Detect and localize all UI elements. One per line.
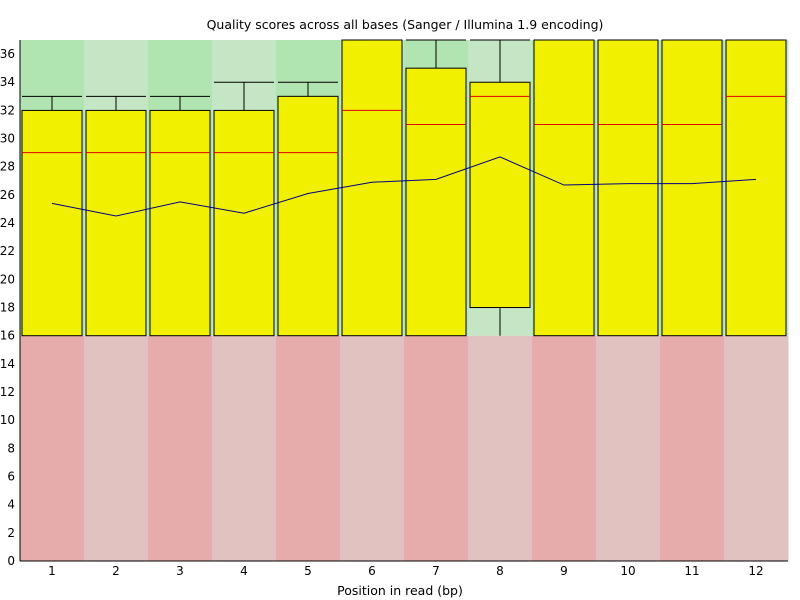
box xyxy=(213,109,275,337)
y-tick-label: 6 xyxy=(7,470,15,484)
y-tick-label: 18 xyxy=(0,301,15,315)
x-tick-label: 5 xyxy=(304,564,312,578)
axes xyxy=(19,40,788,562)
x-tick-label: 2 xyxy=(112,564,120,578)
x-tick-label: 9 xyxy=(560,564,568,578)
band-cell xyxy=(596,335,661,561)
box xyxy=(661,39,723,337)
medians xyxy=(22,95,786,154)
band-cell xyxy=(276,335,341,561)
y-tick-label: 26 xyxy=(0,188,15,202)
y-tick-label: 4 xyxy=(7,498,15,512)
y-tick-label: 32 xyxy=(0,103,15,117)
box xyxy=(149,109,211,337)
band-cell xyxy=(20,335,85,561)
band-cell xyxy=(148,335,213,561)
band-cell xyxy=(340,335,405,561)
x-tick-label: 6 xyxy=(368,564,376,578)
y-tick-label: 28 xyxy=(0,160,15,174)
x-ticks: 1 2 3 4 5 6 7 8 9 10 11 12 xyxy=(48,564,763,578)
y-tick-label: 24 xyxy=(0,216,15,230)
x-tick-label: 10 xyxy=(620,564,635,578)
x-tick-label: 11 xyxy=(684,564,699,578)
y-tick-label: 34 xyxy=(0,75,15,89)
x-tick-label: 8 xyxy=(496,564,504,578)
box xyxy=(597,39,659,337)
mean-line xyxy=(51,156,757,217)
box xyxy=(85,109,147,337)
y-tick-label: 8 xyxy=(7,441,15,455)
y-tick-label: 20 xyxy=(0,272,15,286)
y-tick-label: 14 xyxy=(0,357,15,371)
y-tick-label: 16 xyxy=(0,329,15,343)
box xyxy=(277,95,339,337)
x-tick-label: 3 xyxy=(176,564,184,578)
band-cell xyxy=(212,335,277,561)
whiskers xyxy=(22,39,530,336)
band-cell xyxy=(404,335,469,561)
x-axis-title: Position in read (bp) xyxy=(337,583,463,598)
y-tick-label: 2 xyxy=(7,526,15,540)
box xyxy=(405,67,467,337)
box xyxy=(21,109,83,337)
band-cell xyxy=(532,335,597,561)
band-cell xyxy=(84,335,149,561)
band-cell xyxy=(468,335,533,561)
x-tick-label: 1 xyxy=(48,564,56,578)
box xyxy=(533,39,595,337)
x-tick-label: 7 xyxy=(432,564,440,578)
boxes xyxy=(21,39,787,337)
y-tick-label: 10 xyxy=(0,413,15,427)
band-cell xyxy=(724,335,789,561)
band-cell xyxy=(660,335,725,561)
x-tick-label: 4 xyxy=(240,564,248,578)
box xyxy=(725,39,787,337)
x-tick-label: 12 xyxy=(748,564,763,578)
y-tick-label: 22 xyxy=(0,244,15,258)
box xyxy=(469,81,531,309)
y-tick-label: 30 xyxy=(0,132,15,146)
y-tick-label: 12 xyxy=(0,385,15,399)
y-tick-label: 36 xyxy=(0,47,15,61)
chart-title: Quality scores across all bases (Sanger … xyxy=(207,17,604,32)
box xyxy=(341,39,403,337)
y-tick-label: 0 xyxy=(7,554,15,568)
